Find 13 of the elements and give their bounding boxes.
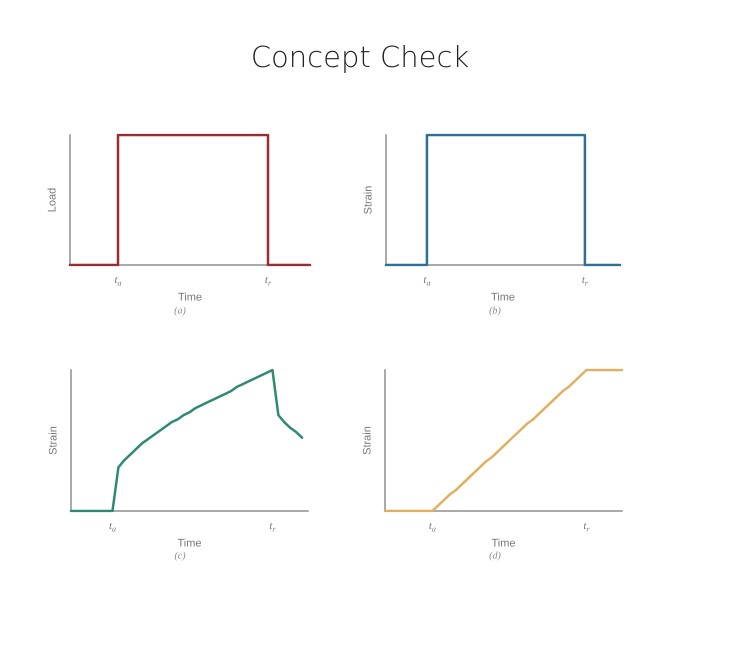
y-axis-title: Load [46,188,58,212]
x-axis-title: Time [491,537,516,550]
text: (c) [174,550,186,562]
text: (a) [174,306,186,316]
chart-title: Concept Check [250,40,470,74]
y-axis-title: Strain [362,186,374,214]
text: (d) [489,550,502,562]
x-axis-title: Time [490,291,516,304]
y-axis-title: Strain [48,426,60,455]
x-axis-title: Time [177,537,202,550]
x-axis-title: Time [178,291,202,304]
text: (b) [489,306,502,316]
y-axis-title: Strain [362,426,374,455]
